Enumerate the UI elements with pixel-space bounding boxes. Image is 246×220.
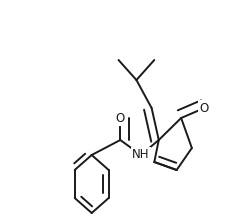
Text: O: O [116,112,125,125]
Text: NH: NH [132,148,150,161]
Text: O: O [200,101,209,114]
